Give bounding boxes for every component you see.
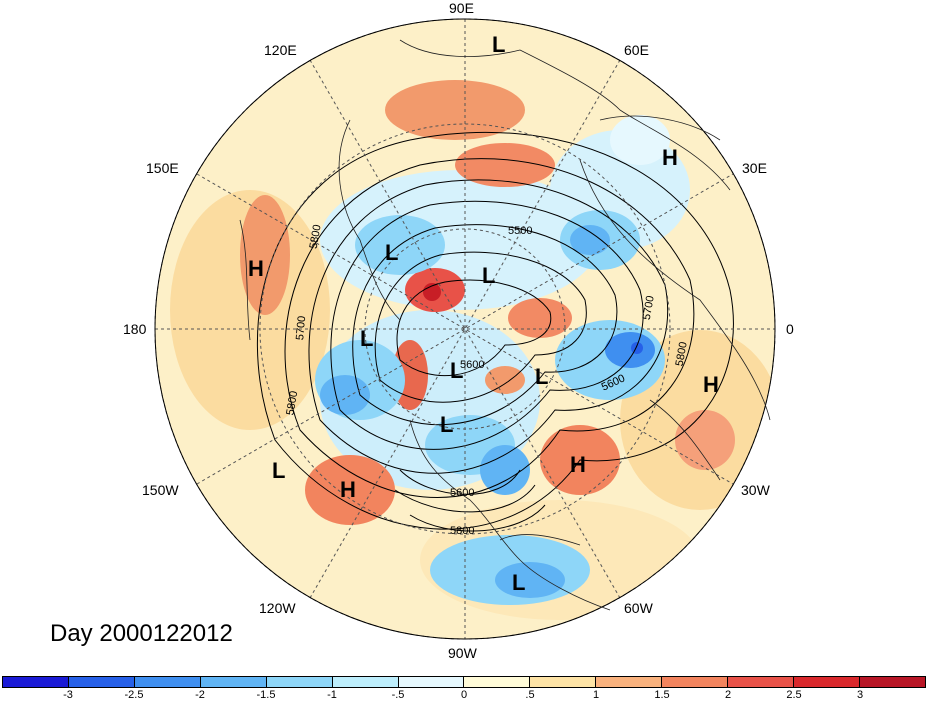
anomaly-field [155,19,775,639]
colorbar-cell [530,677,597,687]
low-center-label: L [360,326,373,351]
lon-label-30w: 30W [741,482,770,498]
colorbar-tick-label: 2.5 [786,689,802,701]
contour-label: 5800 [308,224,324,250]
lon-label-150e: 150E [146,160,179,176]
colorbar-tick-label: -2.5 [124,689,144,701]
colorbar-tick-label: -.5 [391,689,405,701]
low-center-label: L [385,240,398,265]
colorbar-tick-label: 1 [592,689,600,701]
colorbar-cell [200,677,267,687]
colorbar-tick-label: -1.5 [256,689,276,701]
map-boundary [154,18,776,640]
lon-label-60w: 60W [624,600,653,616]
high-center-label: H [703,372,719,397]
contour-label: 5700 [641,295,657,321]
coastlines [239,39,771,611]
low-center-label: L [492,32,505,57]
colorbar-cell [332,677,399,687]
colorbar [2,676,926,688]
lon-label-150w: 150W [142,482,179,498]
contour-label: 5600 [460,359,484,371]
low-center-label: L [272,458,285,483]
colorbar-cell [728,677,795,687]
contour-label: 5600 [450,487,474,499]
colorbar-cell [266,677,333,687]
high-center-label: H [662,145,678,170]
contour-label: 5800 [284,390,300,416]
colorbar-cell [794,677,860,687]
colorbar-tick-label: 3 [856,689,864,701]
lon-label-120w: 120W [259,600,296,616]
low-center-label: L [440,412,453,437]
low-center-label: L [482,263,495,288]
high-center-label: H [248,256,264,281]
contour-label: 5800 [450,525,474,537]
colorbar-tick-label: -3 [63,689,73,701]
height-contours [257,131,734,532]
low-center-label: L [512,570,525,595]
lon-label-30e: 30E [742,160,767,176]
contour-label: 5700 [294,315,308,340]
lon-label-0: 0 [786,321,794,337]
colorbar-tick-label: 1.5 [654,689,670,701]
colorbar-tick-label: .5 [525,689,535,701]
colorbar-cell [398,677,465,687]
lon-label-180: 180 [123,321,147,337]
colorbar-cell [134,677,201,687]
high-center-label: H [340,477,356,502]
colorbar-cell [3,677,69,687]
contour-label: 5800 [674,341,690,367]
low-center-label: L [535,364,548,389]
colorbar-cell [662,677,729,687]
colorbar-tick-label: -1 [327,689,337,701]
colorbar-tick-label: 0 [460,689,468,701]
colorbar-cell [464,677,531,687]
colorbar-cell [859,677,925,687]
lon-label-60e: 60E [624,42,649,58]
high-center-label: H [570,452,586,477]
colorbar-tick-label: 2 [724,689,732,701]
pressure-centers: L L L L L L L L L L H H H H H H [248,32,719,595]
colorbar-tick-label: -2 [195,689,205,701]
map-title: Day 2000122012 [50,620,233,647]
colorbar-cell [596,677,663,687]
lon-label-90e: 90E [449,0,474,16]
colorbar-cell [68,677,135,687]
lon-label-120e: 120E [264,42,297,58]
low-center-label: L [450,358,463,383]
lon-label-90w: 90W [448,645,477,661]
contour-label: 5500 [508,225,532,237]
